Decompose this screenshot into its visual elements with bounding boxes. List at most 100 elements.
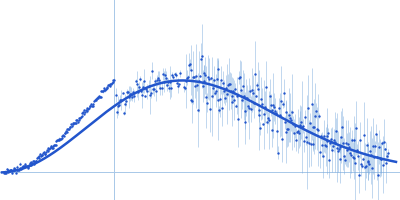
Point <box>172 74 179 77</box>
Point <box>146 94 153 97</box>
Point <box>358 162 364 166</box>
Point <box>138 89 144 93</box>
Point <box>29 162 35 165</box>
Point <box>44 150 51 153</box>
Point <box>28 161 34 164</box>
Point <box>166 86 172 90</box>
Point <box>368 154 374 157</box>
Point <box>336 146 343 149</box>
Point <box>215 68 222 71</box>
Point <box>96 94 102 97</box>
Point <box>25 165 32 168</box>
Point <box>348 139 355 142</box>
Point <box>56 138 62 142</box>
Point <box>325 132 332 135</box>
Point <box>194 84 200 87</box>
Point <box>334 150 341 153</box>
Point <box>86 106 92 109</box>
Point <box>207 107 213 111</box>
Point <box>291 132 297 135</box>
Point <box>240 95 247 98</box>
Point <box>322 144 329 148</box>
Point <box>238 98 245 102</box>
Point <box>212 89 219 92</box>
Point <box>354 148 360 151</box>
Point <box>216 108 222 111</box>
Point <box>193 74 199 78</box>
Point <box>290 123 296 126</box>
Point <box>126 96 132 99</box>
Point <box>113 93 119 96</box>
Point <box>269 108 276 112</box>
Point <box>311 125 318 128</box>
Point <box>205 75 212 79</box>
Point <box>36 157 42 160</box>
Point <box>237 75 243 78</box>
Point <box>188 99 195 102</box>
Point <box>241 120 248 123</box>
Point <box>155 76 162 79</box>
Point <box>200 84 206 87</box>
Point <box>104 86 110 89</box>
Point <box>222 96 228 100</box>
Point <box>292 138 299 141</box>
Point <box>292 124 298 127</box>
Point <box>360 134 367 137</box>
Point <box>369 166 375 170</box>
Point <box>21 164 27 167</box>
Point <box>13 168 20 172</box>
Point <box>131 94 138 97</box>
Point <box>54 139 60 142</box>
Point <box>10 169 16 172</box>
Point <box>111 78 117 81</box>
Point <box>226 82 232 85</box>
Point <box>251 102 257 105</box>
Point <box>231 98 238 101</box>
Point <box>124 90 130 93</box>
Point <box>367 150 374 153</box>
Point <box>154 79 160 82</box>
Point <box>186 63 193 66</box>
Point <box>158 87 165 90</box>
Point <box>244 96 250 99</box>
Point <box>90 102 96 106</box>
Point <box>299 125 306 128</box>
Point <box>252 95 259 98</box>
Point <box>240 85 246 88</box>
Point <box>254 87 261 90</box>
Point <box>184 76 191 79</box>
Point <box>24 166 31 169</box>
Point <box>323 140 330 143</box>
Point <box>315 128 321 131</box>
Point <box>46 147 52 151</box>
Point <box>192 85 198 88</box>
Point <box>378 158 385 161</box>
Point <box>320 135 327 138</box>
Point <box>218 78 224 81</box>
Point <box>85 108 91 111</box>
Point <box>30 163 37 166</box>
Point <box>189 99 196 102</box>
Point <box>106 83 112 87</box>
Point <box>191 75 198 78</box>
Point <box>304 140 310 144</box>
Point <box>91 99 97 103</box>
Point <box>243 96 250 99</box>
Point <box>145 85 152 88</box>
Point <box>264 120 270 123</box>
Point <box>210 86 216 90</box>
Point <box>260 123 266 126</box>
Point <box>296 124 303 127</box>
Point <box>336 147 342 151</box>
Point <box>196 79 202 83</box>
Point <box>148 91 154 94</box>
Point <box>297 124 304 127</box>
Point <box>81 108 88 112</box>
Point <box>306 122 313 125</box>
Point <box>256 108 263 111</box>
Point <box>373 132 379 135</box>
Point <box>227 89 234 92</box>
Point <box>337 158 344 161</box>
Point <box>4 168 11 171</box>
Point <box>94 96 100 100</box>
